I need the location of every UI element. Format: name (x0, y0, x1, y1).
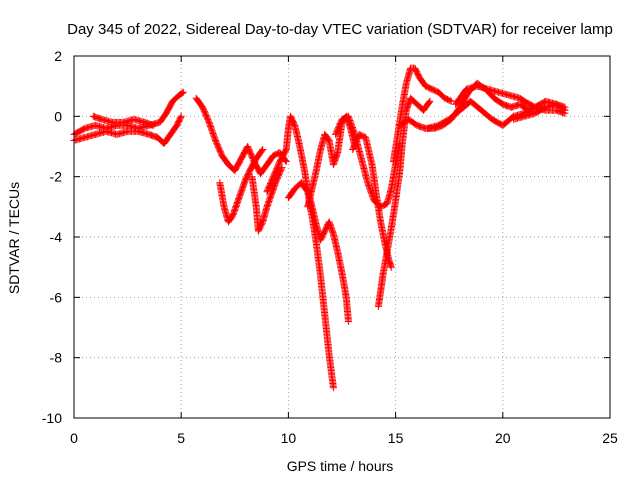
marker-path-arc-5 (216, 146, 267, 226)
series-arc-17 (510, 100, 569, 123)
series-arc-8 (284, 179, 337, 392)
series-arc-6 (248, 164, 286, 235)
series-arc-13 (390, 64, 455, 166)
series-arc-10 (332, 112, 404, 211)
series-arc-3 (89, 112, 157, 129)
marker-path-arc-8 (284, 179, 337, 392)
chart-title: Day 345 of 2022, Sidereal Day-to-day VTE… (67, 21, 613, 38)
x-tick-label: 0 (70, 430, 78, 446)
x-tick-label: 10 (281, 430, 297, 446)
series-arc-7 (263, 112, 352, 325)
y-tick-label: -8 (50, 350, 63, 366)
marker-path-arc-17 (510, 100, 569, 123)
y-tick-label: -10 (42, 410, 62, 426)
marker-path-arc-7 (263, 112, 352, 325)
y-tick-label: 2 (54, 48, 62, 64)
x-tick-label: 15 (388, 430, 404, 446)
y-tick-label: -4 (50, 229, 63, 245)
marker-path-arc-3 (89, 112, 157, 129)
x-tick-label: 25 (602, 430, 618, 446)
marker-path-arc-4 (192, 94, 290, 178)
y-axis-label: SDTVAR / TECUs (6, 182, 22, 294)
y-tick-label: -2 (50, 169, 63, 185)
x-tick-label: 5 (177, 430, 185, 446)
y-tick-label: -6 (50, 289, 63, 305)
marker-path-arc-6 (248, 164, 286, 235)
series-arc-5 (216, 146, 267, 226)
x-tick-label: 20 (495, 430, 511, 446)
x-axis-label: GPS time / hours (287, 458, 394, 474)
marker-path-arc-13 (390, 64, 455, 166)
series-arc-4 (192, 94, 290, 178)
data-series (70, 64, 569, 392)
marker-path-arc-10 (332, 112, 404, 211)
y-tick-label: 0 (54, 108, 62, 124)
